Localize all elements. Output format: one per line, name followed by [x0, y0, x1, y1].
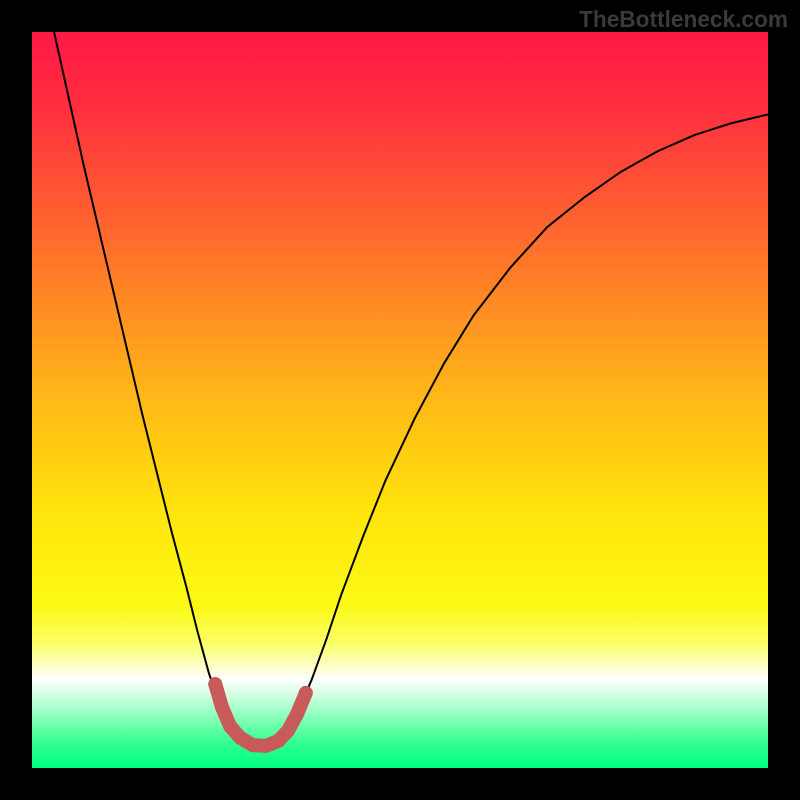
highlight-marker-dot — [299, 686, 313, 700]
highlight-marker-dot — [223, 719, 237, 733]
plot-background — [32, 32, 768, 768]
highlight-marker-dot — [281, 723, 295, 737]
highlight-marker-dot — [290, 707, 304, 721]
highlight-marker-dot — [233, 731, 247, 745]
chart-frame: TheBottleneck.com — [0, 0, 800, 800]
highlight-marker-dot — [272, 734, 286, 748]
highlight-marker-dot — [246, 738, 260, 752]
highlight-marker-dot — [215, 700, 229, 714]
watermark-text: TheBottleneck.com — [579, 6, 788, 33]
chart-svg — [0, 0, 800, 800]
highlight-marker-dot — [259, 739, 273, 753]
highlight-marker-dot — [208, 677, 222, 691]
